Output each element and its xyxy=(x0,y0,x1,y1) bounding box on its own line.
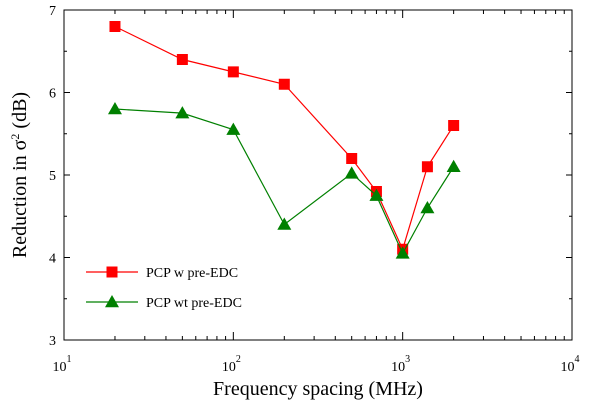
y-tick-label: 6 xyxy=(49,87,56,102)
data-point xyxy=(446,159,461,172)
x-tick-label: 101 xyxy=(53,354,72,375)
data-point xyxy=(421,161,433,173)
data-point xyxy=(448,120,460,131)
x-tick-label: 102 xyxy=(222,354,241,375)
x-tick-label: 103 xyxy=(391,354,410,375)
x-tick-base: 10 xyxy=(391,360,405,375)
series-line xyxy=(114,25,455,251)
x-tick-exponent: 1 xyxy=(67,354,72,365)
y-axis-title: Reduction in σ2 (dB) xyxy=(8,92,31,258)
legend-entry: PCP w pre-EDC xyxy=(86,266,238,281)
x-tick-label: 104 xyxy=(561,354,580,375)
legend: PCP w pre-EDC PCP wt pre-EDC xyxy=(86,266,242,311)
data-point xyxy=(109,21,121,32)
legend-entry: PCP wt pre-EDC xyxy=(86,295,242,311)
legend-label: PCP wt pre-EDC xyxy=(146,296,242,311)
legend-label: PCP w pre-EDC xyxy=(146,266,238,281)
data-point xyxy=(277,217,292,230)
legend-marker xyxy=(105,295,119,308)
data-point xyxy=(278,78,290,90)
x-tick-exponent: 2 xyxy=(236,354,241,365)
x-tick-exponent: 4 xyxy=(575,354,580,365)
series-triangle xyxy=(107,102,461,259)
plot-frame xyxy=(63,9,573,341)
y-tick-label: 4 xyxy=(49,252,56,267)
data-point xyxy=(227,66,239,78)
y-tick-label: 5 xyxy=(49,169,56,184)
data-point xyxy=(395,246,410,259)
data-point xyxy=(226,122,241,135)
data-point xyxy=(420,201,435,214)
x-tick-base: 10 xyxy=(53,360,67,375)
data-point xyxy=(176,54,188,65)
legend-marker xyxy=(106,266,118,278)
y-tick-label: 3 xyxy=(49,334,56,349)
x-tick-base: 10 xyxy=(222,360,236,375)
data-point xyxy=(175,106,190,119)
x-axis-title: Frequency spacing (MHz) xyxy=(213,378,423,400)
data-point xyxy=(369,188,384,201)
data-point xyxy=(346,153,358,164)
y-tick-label: 7 xyxy=(49,4,56,19)
series-layer xyxy=(107,21,461,259)
data-point xyxy=(344,166,359,179)
data-point xyxy=(107,102,122,115)
x-tick-exponent: 3 xyxy=(405,354,410,365)
x-tick-base: 10 xyxy=(561,360,575,375)
series-line xyxy=(114,108,455,255)
